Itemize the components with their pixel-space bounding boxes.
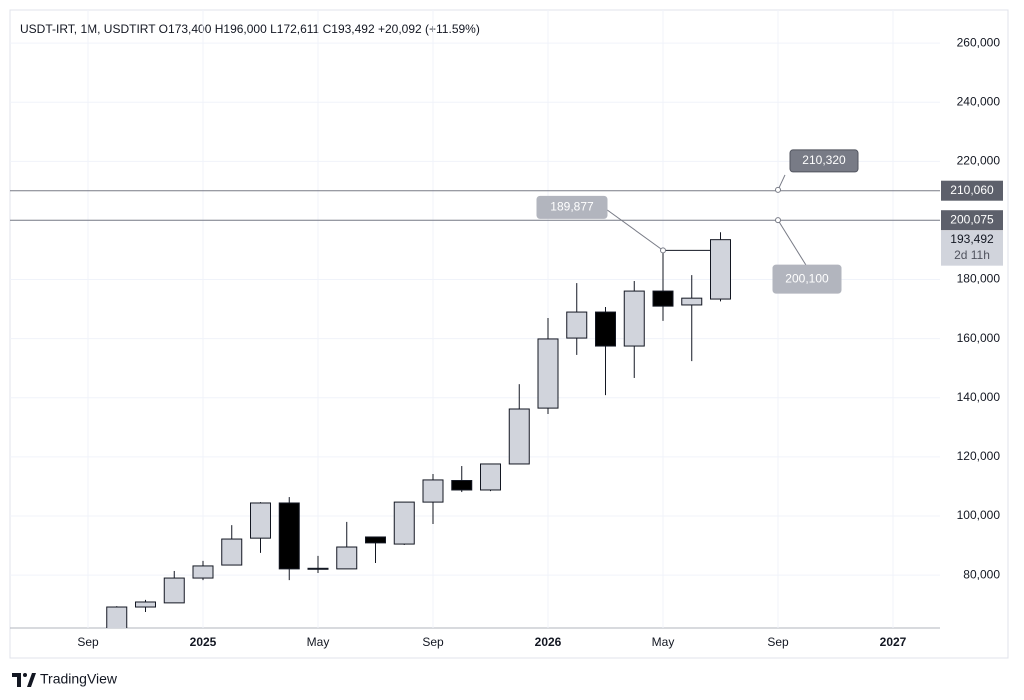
y-tick-label: 100,000 [957,508,1001,522]
plot [106,232,731,628]
y-tick-label: 160,000 [957,331,1001,345]
candle-body [681,297,703,306]
x-tick-label: Sep [77,635,99,649]
candle-body [652,290,674,307]
candle-body [106,606,128,628]
x-tick-label: May [652,635,675,649]
chart-frame [9,9,1009,659]
logo-mark [12,673,21,687]
callout-label: 210,320 [802,153,846,167]
callout-line [604,207,664,251]
chart-title: USDT-IRT, 1M, USDTIRT O173,400 H196,000 … [20,22,480,36]
countdown-label: 2d 11h [954,248,990,262]
candle-body [451,480,473,491]
candle-body [508,408,530,465]
last-price-box [941,230,1003,266]
callout-label: 200,100 [785,271,829,285]
candle-body [595,311,616,347]
candle-body [278,502,300,570]
last-price-label: 193,492 [950,232,994,246]
callout-anchor [775,186,781,193]
callout-label: 189,877 [550,200,594,214]
candle-body [336,546,358,570]
candle-body [365,536,386,544]
candle-body [250,502,271,539]
candle-body [135,601,156,608]
price-label-box [941,180,1003,201]
logo-slash [27,673,36,687]
logo [12,673,36,687]
grid [10,10,940,628]
candle-body [566,311,588,339]
x-tick-label: 2027 [880,635,907,649]
x-tick-label: May [307,635,330,649]
callout-box [772,264,842,294]
candle-body [192,565,214,579]
callout-box [789,149,859,173]
x-tick-label: 2026 [535,635,562,649]
y-tick-label: 260,000 [957,35,1001,49]
candle-body [221,538,243,566]
candle-body [307,567,329,570]
callout-box [536,195,608,219]
y-tick-label: 120,000 [957,449,1001,463]
footer-brand: TradingView [40,671,118,687]
candle-body [163,577,185,604]
callout-anchor [775,217,781,224]
x-tick-label: 2025 [190,635,217,649]
candle-body [710,239,731,300]
x-tick-label: Sep [767,635,789,649]
callout-anchor [660,247,666,254]
price-label: 210,060 [950,183,994,197]
candle-body [393,501,415,545]
candle-body [422,479,444,503]
candle-body [623,290,645,347]
candle-body [480,463,501,491]
y-tick-label: 180,000 [957,272,1001,286]
logo-dot [23,673,27,677]
y-tick-label: 220,000 [957,153,1001,167]
price-label-box [941,210,1003,231]
x-tick-label: Sep [422,635,444,649]
callout-line [777,219,807,266]
y-tick-label: 80,000 [963,567,1000,581]
price-label: 200,075 [950,212,994,226]
candle-body [537,338,559,409]
y-tick-label: 140,000 [957,390,1001,404]
y-tick-label: 240,000 [957,94,1001,108]
